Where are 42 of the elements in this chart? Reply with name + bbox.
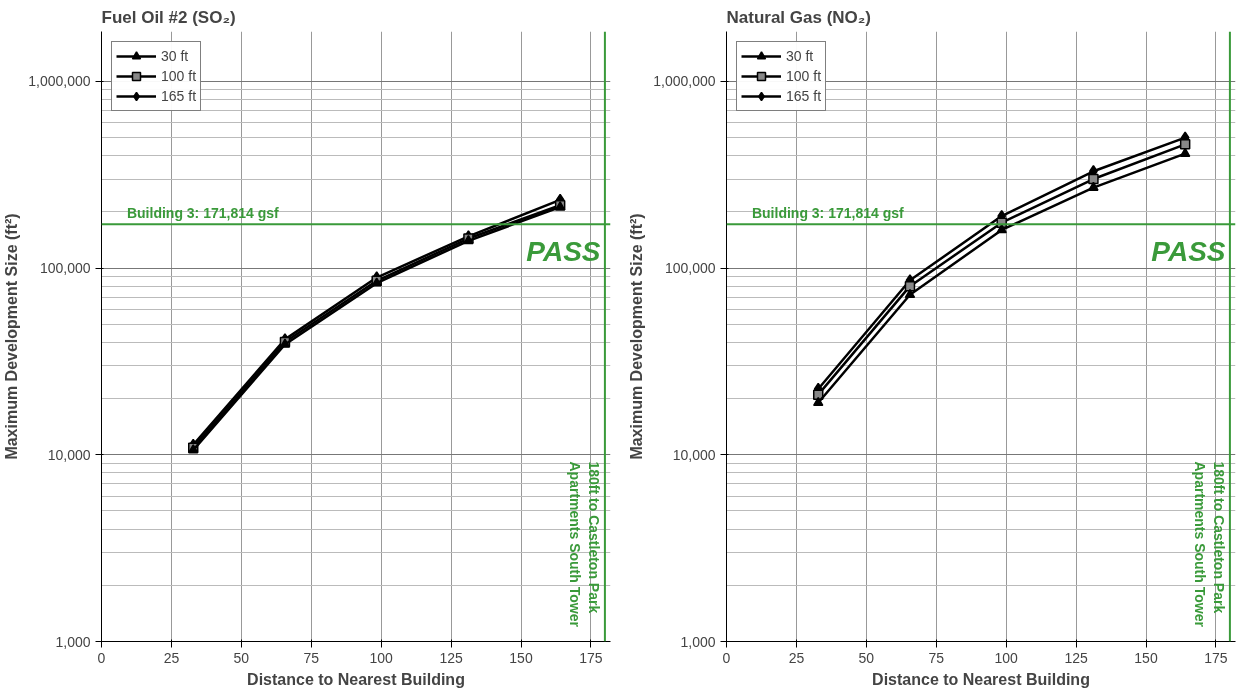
chart-title: Natural Gas (NO₂): [726, 7, 872, 27]
x-tick-label: 75: [928, 649, 945, 666]
y-tick-label: 1,000: [680, 633, 716, 650]
x-tick-label: 100: [369, 649, 394, 666]
x-tick-label: 125: [439, 649, 463, 666]
legend-label: 30 ft: [161, 48, 189, 64]
ref-line-label: Building 3: 171,814 gsf: [126, 205, 279, 222]
x-tick-label: 175: [1204, 649, 1228, 666]
legend-label: 165 ft: [786, 88, 822, 104]
chart-title: Fuel Oil #2 (SO₂): [101, 7, 236, 27]
annotation: PASS: [526, 235, 601, 267]
x-tick-label: 0: [97, 649, 106, 666]
y-axis-title: Maximum Development Size (ft²): [628, 213, 646, 460]
x-tick-label: 25: [788, 649, 805, 666]
legend-label: 30 ft: [786, 48, 814, 64]
x-tick-label: 150: [1134, 649, 1158, 666]
x-axis-title: Distance to Nearest Building: [247, 670, 465, 688]
x-tick-label: 125: [1064, 649, 1088, 666]
y-tick-label: 1,000,000: [28, 73, 91, 90]
x-tick-label: 75: [303, 649, 320, 666]
x-tick-label: 50: [233, 649, 250, 666]
ref-line-label: 180ft to Castleton Park Apartments South Tower: [566, 461, 603, 628]
x-tick-label: 175: [579, 649, 603, 666]
ref-line-label: Building 3: 171,814 gsf: [751, 205, 904, 222]
legend-label: 100 ft: [786, 68, 822, 84]
legend-label: 100 ft: [161, 68, 197, 84]
annotation: PASS: [1151, 235, 1226, 267]
y-tick-label: 10,000: [672, 446, 716, 463]
y-tick-label: 1,000: [55, 633, 91, 650]
x-tick-label: 0: [722, 649, 731, 666]
y-tick-label: 10,000: [47, 446, 91, 463]
x-tick-label: 25: [163, 649, 180, 666]
legend-label: 165 ft: [161, 88, 197, 104]
y-axis-title: Maximum Development Size (ft²): [3, 213, 21, 460]
y-tick-label: 100,000: [664, 260, 716, 277]
y-tick-label: 1,000,000: [653, 73, 716, 90]
x-tick-label: 100: [994, 649, 1019, 666]
x-axis-title: Distance to Nearest Building: [872, 670, 1090, 688]
y-tick-label: 100,000: [39, 260, 91, 277]
ref-line-label: 180ft to Castleton Park Apartments South Tower: [1191, 461, 1228, 628]
x-tick-label: 50: [858, 649, 875, 666]
x-tick-label: 150: [509, 649, 533, 666]
